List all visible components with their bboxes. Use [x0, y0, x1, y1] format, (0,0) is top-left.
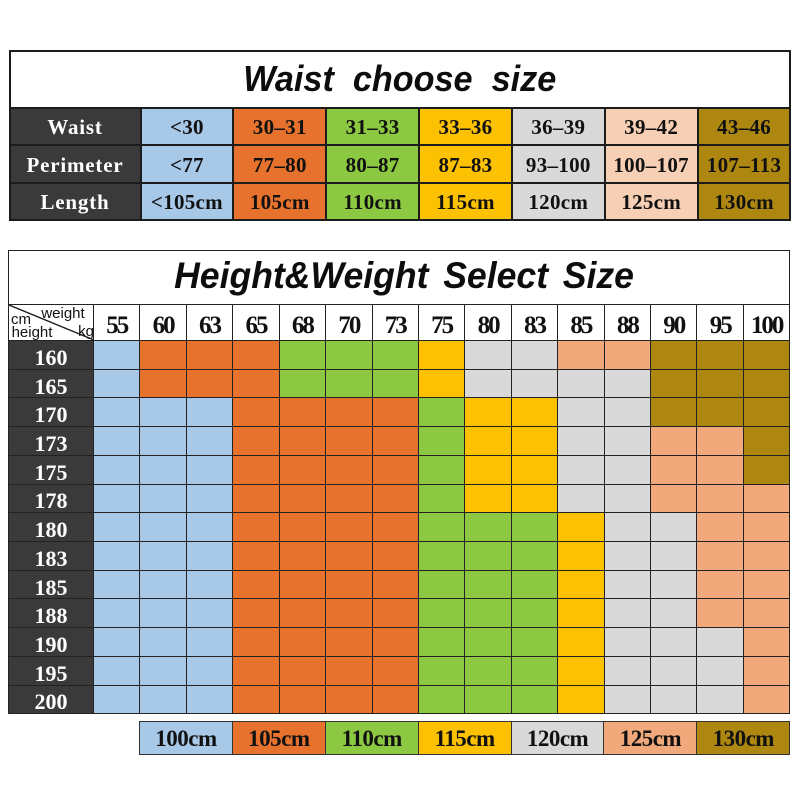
svg-text:weight: weight: [40, 305, 85, 322]
svg-text:cm: cm: [11, 311, 31, 328]
svg-text:kg: kg: [78, 323, 93, 340]
svg-text:height: height: [12, 324, 54, 340]
